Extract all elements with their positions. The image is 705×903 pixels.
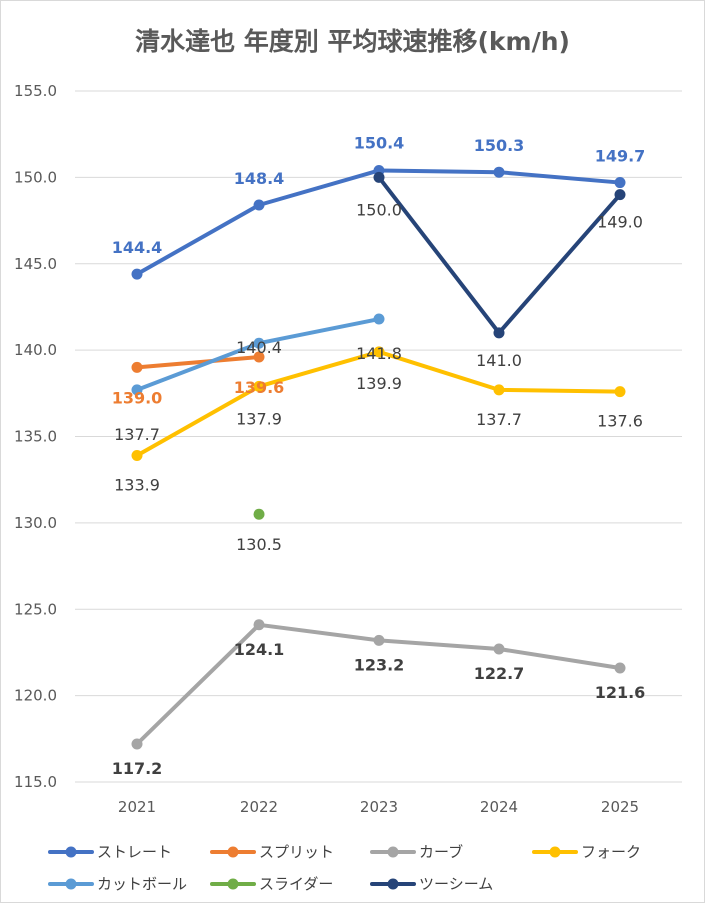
data-point — [373, 313, 385, 325]
legend-label-2: カーブ — [419, 843, 463, 861]
x-tick-label: 2021 — [118, 798, 156, 816]
data-label: 144.4 — [112, 238, 163, 257]
series-line-3 — [135, 349, 622, 458]
data-label: 140.4 — [236, 338, 282, 357]
data-label: 137.7 — [476, 410, 522, 429]
data-label: 150.4 — [354, 133, 405, 152]
series-line-6 — [377, 175, 622, 335]
data-point — [493, 166, 505, 178]
data-label: 122.7 — [474, 664, 525, 683]
y-tick-label: 125.0 — [14, 600, 57, 618]
y-tick-label: 150.0 — [14, 168, 57, 186]
data-point — [131, 384, 143, 396]
data-point — [373, 634, 385, 646]
legend-label-0: ストレート — [97, 843, 172, 861]
legend-label-4: カットボール — [97, 875, 187, 893]
data-point — [131, 268, 143, 280]
legend-marker — [65, 846, 77, 858]
data-point — [253, 337, 265, 349]
data-label: 150.0 — [356, 200, 402, 219]
data-label: 141.0 — [476, 351, 522, 370]
data-point — [614, 386, 626, 398]
x-tick-label: 2022 — [240, 798, 278, 816]
data-point — [253, 380, 265, 392]
legend-marker — [227, 846, 239, 858]
data-label: 139.0 — [112, 388, 163, 407]
data-label: 133.9 — [114, 476, 160, 495]
data-point — [253, 508, 265, 520]
legend-marker — [549, 846, 561, 858]
legend-marker — [65, 878, 77, 890]
data-label: 150.3 — [474, 136, 525, 155]
y-tick-label: 120.0 — [14, 687, 57, 705]
data-point — [253, 619, 265, 631]
data-point — [253, 199, 265, 211]
data-label: 130.5 — [236, 535, 282, 554]
data-label: 137.6 — [597, 412, 643, 431]
legend-marker — [227, 878, 239, 890]
series-line-0 — [135, 168, 622, 277]
data-point — [493, 327, 505, 339]
y-tick-label: 155.0 — [14, 82, 57, 100]
y-tick-label: 115.0 — [14, 773, 57, 791]
data-point — [131, 450, 143, 462]
x-tick-label: 2023 — [360, 798, 398, 816]
data-point — [131, 361, 143, 373]
data-label: 123.2 — [354, 655, 405, 674]
data-label: 141.8 — [356, 344, 402, 363]
data-point — [614, 662, 626, 674]
data-label: 121.6 — [595, 683, 646, 702]
y-tick-label: 130.0 — [14, 514, 57, 532]
x-tick-label: 2024 — [480, 798, 518, 816]
data-label: 137.7 — [114, 425, 160, 444]
chart-title: 清水達也 年度別 平均球速推移(km/h) — [135, 27, 570, 56]
data-label: 124.1 — [234, 640, 285, 659]
data-label: 149.0 — [597, 213, 643, 232]
legend-label-3: フォーク — [581, 843, 641, 861]
data-label: 139.9 — [356, 374, 402, 393]
data-point — [614, 189, 626, 201]
data-label: 148.4 — [234, 169, 285, 188]
legend-label-5: スライダー — [259, 875, 333, 893]
data-label: 139.6 — [234, 378, 285, 397]
legend-marker — [387, 846, 399, 858]
data-point — [493, 384, 505, 396]
data-label: 137.9 — [236, 409, 282, 428]
y-tick-label: 140.0 — [14, 341, 57, 359]
legend-label-1: スプリット — [259, 843, 334, 861]
data-point — [131, 738, 143, 750]
legend-label-6: ツーシーム — [419, 875, 493, 893]
data-point — [373, 171, 385, 183]
y-tick-label: 145.0 — [14, 255, 57, 273]
data-point — [253, 351, 265, 363]
series-line-1 — [135, 355, 261, 370]
y-tick-label: 135.0 — [14, 428, 57, 446]
data-point — [373, 346, 385, 358]
data-label: 117.2 — [112, 759, 163, 778]
data-label: 149.7 — [595, 147, 646, 166]
legend-marker — [387, 878, 399, 890]
data-point — [493, 643, 505, 655]
data-point — [614, 177, 626, 189]
x-tick-label: 2025 — [601, 798, 639, 816]
